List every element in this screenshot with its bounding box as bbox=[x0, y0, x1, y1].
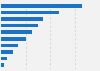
Bar bbox=[1, 50, 13, 54]
Bar bbox=[1, 30, 32, 34]
Bar bbox=[1, 44, 18, 47]
Bar bbox=[1, 57, 7, 60]
Bar bbox=[1, 17, 43, 21]
Bar bbox=[1, 11, 59, 14]
Bar bbox=[1, 37, 26, 41]
Bar bbox=[1, 4, 82, 8]
Bar bbox=[1, 63, 4, 67]
Bar bbox=[1, 24, 38, 27]
